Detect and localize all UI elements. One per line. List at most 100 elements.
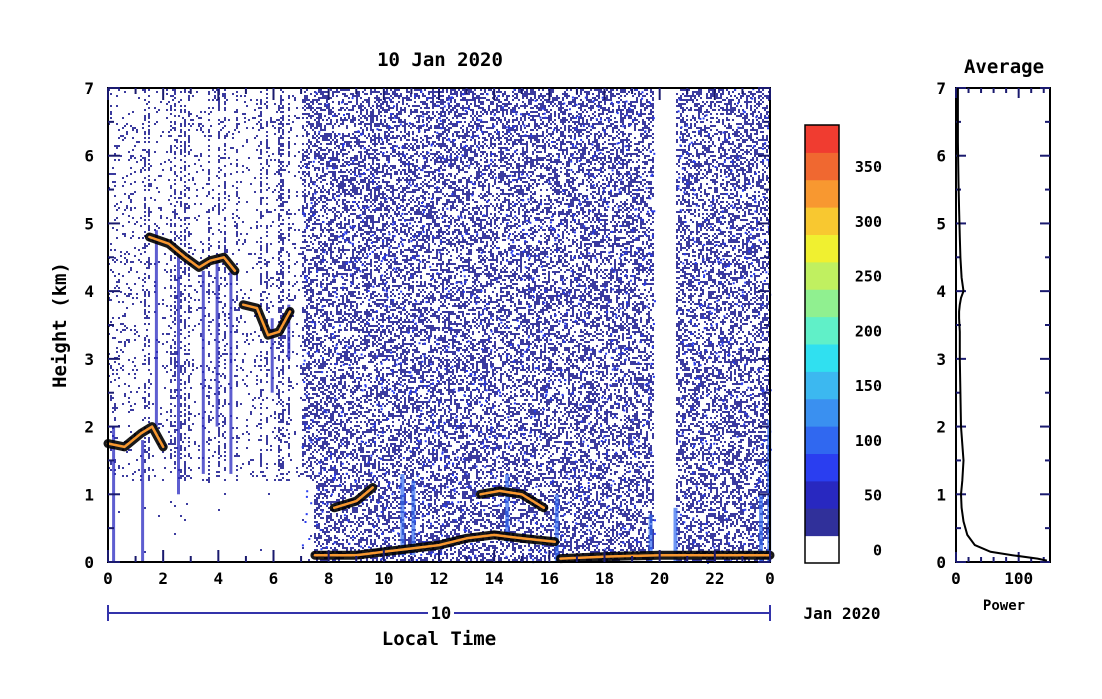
x-tick-label: 0 <box>103 569 113 588</box>
heatmap-feature-core <box>479 489 546 510</box>
date-bar-label-bg <box>428 602 454 622</box>
y-tick-label: 2 <box>84 418 94 437</box>
heatmap-streak <box>177 250 180 495</box>
heatmap-streak <box>201 270 205 474</box>
heatmap-streak <box>270 318 274 393</box>
x-tick-label: 22 <box>705 569 724 588</box>
heatmap-streak <box>154 230 158 427</box>
heatmap-streak <box>141 440 145 562</box>
x-tick-label: 8 <box>324 569 334 588</box>
x-tick-label: 6 <box>269 569 279 588</box>
x-tick-label: 12 <box>429 569 448 588</box>
profile-y-tick-label: 3 <box>936 350 946 369</box>
colorbar-swatch <box>805 261 839 290</box>
heatmap-feature-core <box>148 235 237 273</box>
profile-y-tick-label: 1 <box>936 485 946 504</box>
profile-y-tick-label: 6 <box>936 147 946 166</box>
colorbar-tick-label: 50 <box>864 487 882 505</box>
profile-frame <box>955 87 1051 563</box>
colorbar: 0 50 100 150 200 250 300 350 <box>804 124 882 564</box>
y-tick-label: 5 <box>84 214 94 233</box>
heatmap-streak <box>215 257 219 427</box>
profile-y-tick-label: 4 <box>936 282 946 301</box>
heatmap-streak <box>648 514 653 562</box>
date-bar-month-label: Jan 2020 <box>803 604 880 623</box>
colorbar-swatch <box>805 289 839 318</box>
colorbar-labels: 0 50 100 150 200 250 300 350 <box>855 158 882 559</box>
colorbar-tick-label: 150 <box>855 377 882 395</box>
y-tick-label: 3 <box>84 350 94 369</box>
colorbar-tick-label: 200 <box>855 322 882 340</box>
chart-title: 10 Jan 2020 <box>377 49 503 71</box>
colorbar-swatch <box>805 234 839 263</box>
heatmap-feature-core <box>241 303 292 337</box>
y-tick-label: 1 <box>84 485 94 504</box>
heatmap-frame <box>107 87 771 563</box>
heatmap-panel: 10 Jan 2020 0 2 4 6 8 10 12 14 16 18 20 22 0 0123456… <box>49 49 881 650</box>
x-tick-label: 0 <box>765 569 775 588</box>
heatmap-streak <box>287 304 291 359</box>
x-axis-ticks: 0 2 4 6 8 10 12 14 16 18 20 22 0 <box>103 88 775 588</box>
colorbar-swatch <box>805 508 839 537</box>
profile-y-tick-label: 0 <box>936 553 946 572</box>
average-profile-panel: Average 0 1 2 3 4 5 6 7 0 100 Power <box>936 56 1051 614</box>
y-tick-label: 0 <box>84 553 94 572</box>
colorbar-tick-label: 300 <box>855 213 882 231</box>
profile-y-tick-label: 2 <box>936 418 946 437</box>
profile-y-tick-label: 7 <box>936 79 946 98</box>
colorbar-swatch <box>805 125 839 153</box>
x-tick-label: 16 <box>540 569 559 588</box>
colorbar-frame <box>804 124 840 564</box>
average-power-profile-line <box>956 88 1048 562</box>
profile-x-tick-label: 0 <box>951 569 961 588</box>
colorbar-swatch <box>805 179 839 208</box>
heatmap-streak <box>759 494 763 562</box>
heatmap-feature-core <box>313 533 557 557</box>
colorbar-swatch <box>805 480 839 509</box>
colorbar-swatch <box>805 316 839 345</box>
heatmap-streak <box>554 494 559 562</box>
heatmap-streak <box>400 474 405 556</box>
y-tick-label: 7 <box>84 79 94 98</box>
heatmap-feature-core <box>332 486 375 510</box>
colorbar-swatch <box>805 453 839 482</box>
y-tick-label: 4 <box>84 282 94 301</box>
profile-x-tick-label: 100 <box>1004 569 1033 588</box>
profile-y-tick-label: 5 <box>936 214 946 233</box>
heatmap-feature-core <box>106 425 165 449</box>
heatmap-noise-cells <box>108 89 770 563</box>
colorbar-tick-label: 100 <box>855 432 882 450</box>
colorbar-swatch <box>805 535 839 564</box>
colorbar-tick-label: 250 <box>855 268 882 286</box>
x-tick-label: 4 <box>214 569 224 588</box>
heatmap-streak <box>673 507 678 562</box>
colorbar-tick-label: 350 <box>855 158 882 176</box>
colorbar-swatch <box>805 426 839 455</box>
y-axis-ticks: 0 1 2 3 4 5 6 7 <box>84 79 770 572</box>
heatmap-streak <box>411 480 416 556</box>
x-axis-label: Local Time <box>382 628 496 650</box>
colorbar-swatch <box>805 398 839 427</box>
colorbar-swatch <box>805 207 839 236</box>
profile-axis-ticks: 0 1 2 3 4 5 6 7 0 100 <box>936 79 1050 588</box>
x-tick-label: 10 <box>374 569 393 588</box>
date-bar: 10 Jan 2020 <box>107 602 881 624</box>
colorbar-swatch <box>805 371 839 400</box>
heatmap-streak <box>505 474 510 542</box>
profile-x-axis-label: Power <box>983 598 1025 614</box>
heatmap-streak <box>229 270 233 474</box>
x-tick-label: 18 <box>595 569 614 588</box>
y-axis-label: Height (km) <box>49 262 71 388</box>
colorbar-swatch <box>805 152 839 181</box>
x-tick-label: 2 <box>158 569 168 588</box>
heatmap-plot-area <box>103 88 775 564</box>
profile-title: Average <box>964 56 1044 78</box>
x-tick-label: 14 <box>485 569 504 588</box>
colorbar-tick-label: 0 <box>873 541 882 559</box>
colorbar-swatches <box>805 125 839 564</box>
date-bar-day-label: 10 <box>431 604 451 624</box>
y-tick-label: 6 <box>84 147 94 166</box>
x-tick-label: 20 <box>650 569 669 588</box>
colorbar-swatch <box>805 344 839 372</box>
